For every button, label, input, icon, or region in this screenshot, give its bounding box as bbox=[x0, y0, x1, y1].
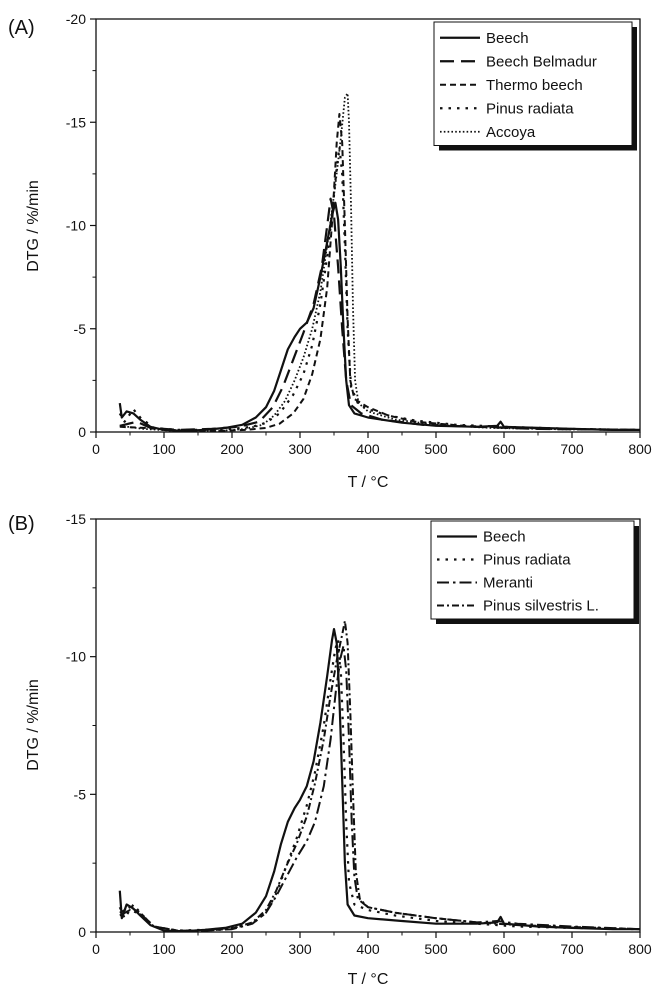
legend-label: Meranti bbox=[483, 575, 533, 592]
legend-label: Pinus silvestris L. bbox=[483, 598, 599, 615]
legend-label: Accoya bbox=[486, 124, 536, 141]
x-tick-label: 800 bbox=[628, 441, 652, 457]
series-line-thermo-beech bbox=[119, 113, 640, 432]
y-tick-label: -5 bbox=[74, 786, 87, 802]
legend-label: Pinus radiata bbox=[486, 100, 574, 117]
panel-label-a: (A) bbox=[8, 17, 35, 39]
x-tick-label: 0 bbox=[92, 441, 100, 457]
x-tick-label: 200 bbox=[220, 941, 244, 957]
y-tick-label: -10 bbox=[66, 649, 86, 665]
legend-label: Beech bbox=[486, 30, 529, 47]
x-axis-title-a: T / °C bbox=[348, 474, 389, 491]
legend-a: Beech Beech Belmadur Thermo beech Pinus rad… bbox=[433, 21, 637, 151]
x-tick-label: 400 bbox=[356, 941, 380, 957]
legend-label: Thermo beech bbox=[486, 77, 583, 94]
chart-panel-a: (A) 0 100 200 300 400 500 600 700 800 0 -5 -10 -15 -2… bbox=[8, 11, 652, 491]
legend-box bbox=[433, 21, 633, 146]
plot-area-b: 0 100 200 300 400 500 600 700 800 0 -5 -10 -15 bbox=[66, 511, 652, 957]
y-tick-label: 0 bbox=[78, 924, 86, 940]
legend-b: Beech Pinus radiata Meranti Pinus silvestri… bbox=[430, 520, 639, 624]
x-tick-label: 400 bbox=[356, 441, 380, 457]
x-tick-label: 100 bbox=[152, 441, 176, 457]
panel-label-b: (B) bbox=[8, 513, 35, 535]
legend-label: Pinus radiata bbox=[483, 552, 571, 569]
x-tick-label: 700 bbox=[560, 441, 584, 457]
x-tick-label: 800 bbox=[628, 941, 652, 957]
x-tick-label: 200 bbox=[220, 441, 244, 457]
x-tick-label: 600 bbox=[492, 441, 516, 457]
chart-panel-b: (B) 0 100 200 300 400 500 600 700 800 0 -5 -10 -15 T… bbox=[8, 511, 652, 988]
series-line-pinus-silvestris-l bbox=[119, 619, 640, 932]
y-axis-title-a: DTG / %/min bbox=[25, 180, 42, 272]
y-tick-label: -15 bbox=[66, 511, 86, 527]
series-line-accoya bbox=[119, 92, 640, 432]
x-tick-label: 600 bbox=[492, 941, 516, 957]
y-tick-label: -10 bbox=[66, 218, 86, 234]
x-tick-label: 700 bbox=[560, 941, 584, 957]
y-axis-title-b: DTG / %/min bbox=[25, 679, 42, 771]
plot-area-a: 0 100 200 300 400 500 600 700 800 0 -5 -10 -15 -20 bbox=[66, 11, 652, 457]
series-line-pinus-radiata bbox=[118, 639, 640, 932]
y-tick-label: 0 bbox=[78, 424, 86, 440]
series-line-pinus-radiata bbox=[118, 145, 640, 431]
x-tick-label: 500 bbox=[424, 941, 448, 957]
y-tick-label: -20 bbox=[66, 11, 86, 27]
x-tick-label: 100 bbox=[152, 941, 176, 957]
series-line-beech-belmadur bbox=[119, 197, 640, 431]
legend-label: Beech Belmadur bbox=[486, 53, 597, 70]
x-tick-label: 300 bbox=[288, 441, 312, 457]
x-tick-label: 500 bbox=[424, 441, 448, 457]
y-tick-label: -5 bbox=[74, 321, 87, 337]
x-tick-label: 300 bbox=[288, 941, 312, 957]
series-line-beech bbox=[118, 201, 640, 432]
series-line-meranti bbox=[119, 644, 640, 932]
series-line-beech bbox=[118, 628, 640, 932]
legend-label: Beech bbox=[483, 529, 526, 546]
x-axis-title-b: T / °C bbox=[348, 971, 389, 988]
y-tick-label: -15 bbox=[66, 114, 86, 130]
x-tick-label: 0 bbox=[92, 941, 100, 957]
